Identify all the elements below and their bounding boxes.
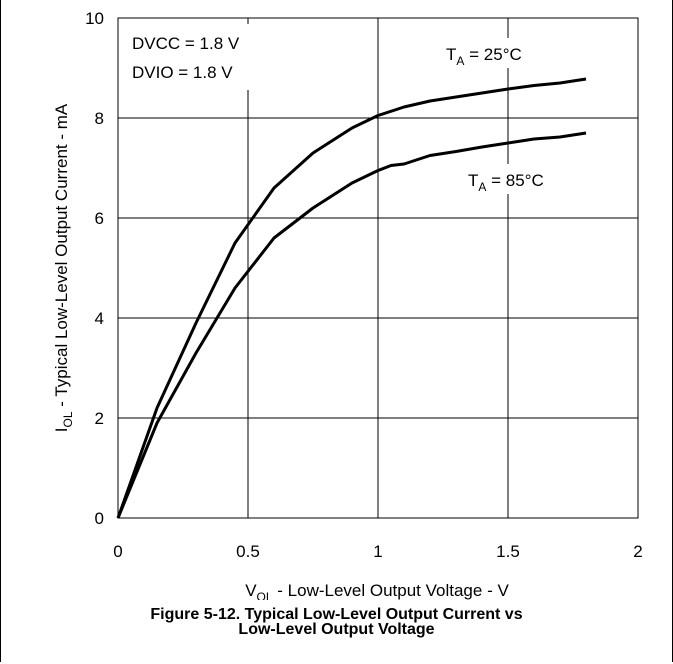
y-tick-label: 2 [95, 409, 104, 428]
x-axis-label: VOL - Low-Level Output Voltage - V [245, 581, 509, 600]
grid [117, 17, 639, 519]
series-line-1 [116, 131, 587, 519]
series-label-85c-rest: = 85°C [486, 171, 543, 190]
condition-dvio: DVIO = 1.8 V [132, 63, 233, 82]
series-lines [116, 77, 587, 519]
series-label-85c-bg [462, 164, 586, 194]
y-tick-label: 0 [95, 509, 104, 528]
y-tick-label: 10 [85, 9, 104, 28]
y-axis-label-main: I [52, 427, 71, 432]
figure-caption: Figure 5-12. Typical Low-Level Output Cu… [0, 606, 673, 638]
y-axis-label: IOL - Typical Low-Level Output Current -… [52, 103, 75, 432]
series-line-0 [116, 77, 587, 519]
series-label-85c-main: T [468, 171, 478, 190]
x-tick-label: 2 [633, 542, 642, 561]
y-axis-label-rest: - Typical Low-Level Output Current - mA [52, 103, 71, 411]
chart: 0 0.5 1 1.5 2 0 2 4 6 8 10 DVCC = 1.8 V DVIO = 1.8… [52, 9, 643, 600]
y-tick-label: 6 [95, 209, 104, 228]
x-axis-label-main: V [245, 581, 257, 600]
x-tick-label: 0 [113, 542, 122, 561]
x-tick-label: 1 [373, 542, 382, 561]
x-tick-label: 0.5 [236, 542, 260, 561]
series-label-25c-bg [440, 38, 586, 68]
x-axis-label-sub: OL [257, 590, 273, 600]
x-axis-label-rest: - Low-Level Output Voltage - V [273, 581, 510, 600]
series-label-25c: TA = 25°C [446, 45, 522, 68]
tick-labels: 0 0.5 1 1.5 2 0 2 4 6 8 10 [85, 9, 643, 561]
y-tick-label: 4 [95, 309, 104, 328]
series-label-85c-sub: A [478, 180, 486, 194]
y-tick-label: 8 [95, 109, 104, 128]
condition-dvcc: DVCC = 1.8 V [132, 34, 240, 53]
series-label-85c: TA = 85°C [468, 171, 544, 194]
caption-line-2: Low-Level Output Voltage [238, 621, 435, 638]
y-axis-label-sub: OL [61, 411, 75, 427]
x-tick-label: 1.5 [496, 542, 520, 561]
series-label-25c-main: T [446, 45, 456, 64]
series-label-25c-rest: = 25°C [464, 45, 521, 64]
series-label-25c-sub: A [456, 54, 464, 68]
conditions-box [122, 24, 284, 90]
caption-line-1: Figure 5-12. Typical Low-Level Output Cu… [150, 606, 523, 623]
